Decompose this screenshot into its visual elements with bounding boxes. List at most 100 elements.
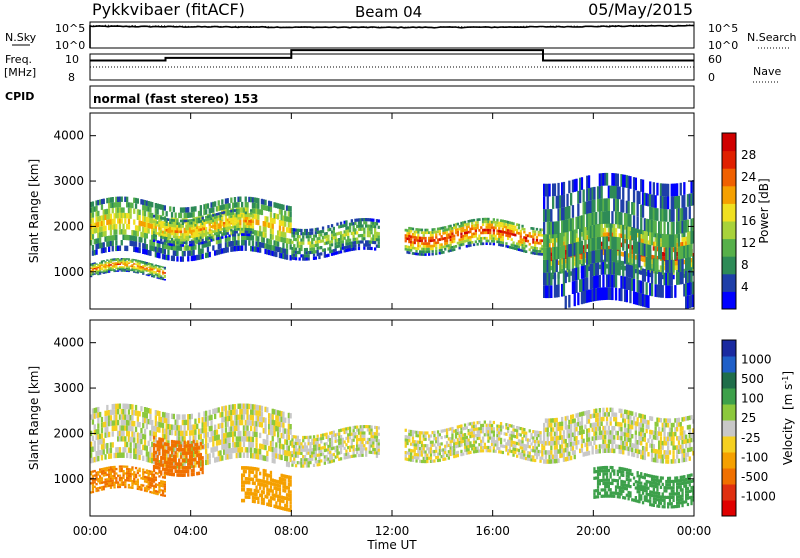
heat-cell: [151, 202, 153, 207]
heat-cell: [223, 211, 225, 214]
heat-cell: [166, 223, 168, 226]
heat-cell: [110, 230, 112, 235]
heat-cell: [117, 409, 119, 414]
heat-cell: [106, 405, 108, 410]
heat-cell: [115, 229, 117, 234]
heat-cell: [570, 193, 572, 206]
heat-cell: [263, 498, 265, 502]
heat-cell: [252, 218, 254, 221]
heat-cell: [363, 231, 365, 234]
heat-cell: [212, 245, 214, 250]
heat-cell: [164, 231, 166, 234]
heat-cell: [196, 424, 198, 429]
heat-cell: [112, 208, 114, 213]
heat-cell: [622, 225, 624, 238]
heat-cell: [270, 485, 272, 489]
heat-cell: [133, 437, 135, 442]
heat-cell: [173, 207, 175, 212]
heat-cell: [311, 228, 313, 231]
heat-cell: [167, 237, 169, 240]
heat-cell: [209, 410, 211, 415]
heat-cell: [257, 220, 259, 225]
heat-cell: [626, 252, 628, 265]
heat-cell: [523, 228, 525, 231]
heat-cell: [237, 202, 239, 207]
heat-cell: [349, 239, 351, 242]
heat-cell: [131, 469, 133, 471]
heat-cell: [119, 202, 121, 207]
heat-cell: [543, 222, 545, 235]
heat-cell: [486, 242, 488, 245]
colorbar-swatch: [722, 239, 736, 257]
heat-cell: [487, 240, 489, 243]
heat-cell: [264, 469, 266, 473]
heat-cell: [140, 450, 142, 455]
heat-cell: [646, 282, 648, 295]
heat-cell: [149, 436, 151, 441]
heat-cell: [232, 212, 234, 215]
heat-cell: [266, 217, 268, 222]
heat-cell: [193, 222, 195, 225]
heat-cell: [209, 252, 211, 257]
heat-cell: [252, 437, 254, 442]
heat-cell: [164, 275, 166, 277]
colorbar-swatch: [722, 221, 736, 239]
heat-cell: [115, 240, 117, 245]
heat-cell: [565, 270, 567, 283]
heat-cell: [457, 231, 459, 234]
heat-cell: [561, 233, 563, 246]
heat-cell: [288, 446, 290, 451]
heat-cell: [173, 219, 175, 222]
heat-cell: [308, 238, 310, 241]
heat-cell: [241, 228, 243, 231]
heat-cell: [478, 235, 480, 238]
y-tick-label: 3000: [53, 174, 84, 188]
heat-cell: [191, 235, 193, 238]
heat-cell: [164, 457, 166, 461]
heat-cell: [135, 242, 137, 247]
heat-cell: [158, 253, 160, 258]
heat-cell: [139, 264, 141, 266]
heat-cell: [218, 407, 220, 412]
heat-cell: [284, 418, 286, 423]
heat-cell: [583, 215, 585, 228]
freq-panel: Freq. [MHz] 10 8 60 0 Nave: [4, 50, 781, 84]
heat-cell: [473, 243, 475, 246]
heat-cell: [369, 244, 371, 247]
heat-cell: [184, 448, 186, 452]
heat-cell: [469, 231, 471, 234]
heat-cell: [128, 484, 130, 486]
heat-cell: [164, 453, 166, 457]
heat-cell: [281, 455, 283, 460]
heat-cell: [113, 219, 115, 224]
heat-cell: [99, 412, 101, 417]
heat-cell: [351, 219, 353, 222]
heat-cell: [243, 414, 245, 419]
heat-cell: [158, 271, 160, 273]
heat-cell: [153, 239, 155, 242]
heat-cell: [306, 248, 308, 251]
heat-cell: [459, 247, 461, 250]
heat-cell: [175, 455, 177, 459]
heat-cell: [435, 233, 437, 236]
heat-cell: [104, 247, 106, 252]
heat-cell: [230, 215, 232, 218]
heat-cell: [108, 271, 110, 273]
heat-cell: [221, 455, 223, 460]
heat-cell: [475, 240, 477, 243]
heat-cell: [193, 230, 195, 233]
heat-cell: [617, 199, 619, 212]
heat-cell: [151, 264, 153, 266]
heat-cell: [194, 206, 196, 211]
colorbar-tick-label: 8: [741, 258, 749, 272]
nsearch-tick-low: 10^0: [708, 39, 738, 52]
heat-cell: [457, 223, 459, 226]
heat-cell: [184, 441, 186, 445]
heat-cell: [266, 440, 268, 445]
heat-cell: [160, 222, 162, 225]
heat-cell: [115, 472, 117, 474]
heat-cell: [660, 272, 662, 285]
heat-cell: [176, 233, 178, 236]
heat-cell: [245, 220, 247, 223]
heat-cell: [255, 471, 257, 475]
